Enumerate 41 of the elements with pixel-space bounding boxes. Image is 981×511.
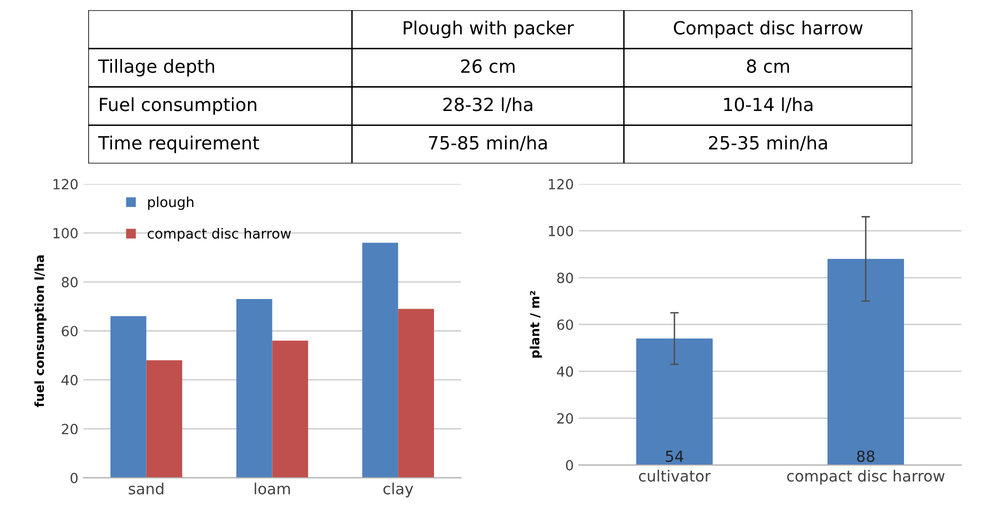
y-tick-label: 100 [548, 226, 574, 236]
y-tick-label: 0 [566, 460, 574, 470]
y-tick-label: 20 [557, 413, 574, 424]
x-tick-label: sand [128, 482, 164, 494]
text: Time requirement [98, 136, 260, 154]
bar [398, 308, 434, 478]
bar [272, 340, 308, 478]
bar [236, 299, 272, 478]
x-tick-label: clay [383, 482, 414, 498]
text: 28-32 l/ha [443, 97, 532, 113]
legend-label: plough [148, 196, 194, 210]
text: 75-85 min/ha [429, 136, 547, 152]
text: 8 cm [746, 59, 789, 73]
data-label: 54 [666, 450, 684, 462]
text: 10-14 l/ha [724, 97, 812, 113]
x-tick-label: cultivator [638, 470, 711, 482]
y-tick-label: 40 [62, 374, 78, 386]
y-axis-title: fuel consumption l/ha [34, 255, 46, 408]
bar [362, 242, 398, 478]
y-tick-label: 120 [548, 178, 574, 190]
y-tick-label: 120 [54, 178, 78, 190]
y-tick-label: 0 [70, 472, 78, 484]
data-label: 88 [857, 450, 874, 462]
y-tick-label: 40 [556, 366, 574, 377]
y-tick-label: 100 [54, 228, 78, 238]
legend-label: compact disc harrow [148, 228, 291, 242]
y-tick-label: 80 [62, 276, 78, 288]
y-tick-label: 60 [62, 326, 78, 336]
y-tick-label: 80 [557, 272, 574, 284]
text: Fuel consumption [100, 97, 256, 115]
x-tick-label: loam [254, 482, 290, 494]
bar [110, 316, 146, 478]
y-tick-label: 60 [557, 319, 574, 330]
y-tick-label: 20 [62, 424, 78, 434]
y-axis-title: plant / m² [530, 291, 542, 358]
text: Plough with packer [404, 20, 574, 38]
text: 26 cm [461, 59, 515, 73]
text: Tillage depth [98, 58, 214, 76]
text: Compact disc harrow [674, 20, 863, 38]
bar [146, 360, 182, 478]
text: 25-35 min/ha [709, 136, 827, 152]
